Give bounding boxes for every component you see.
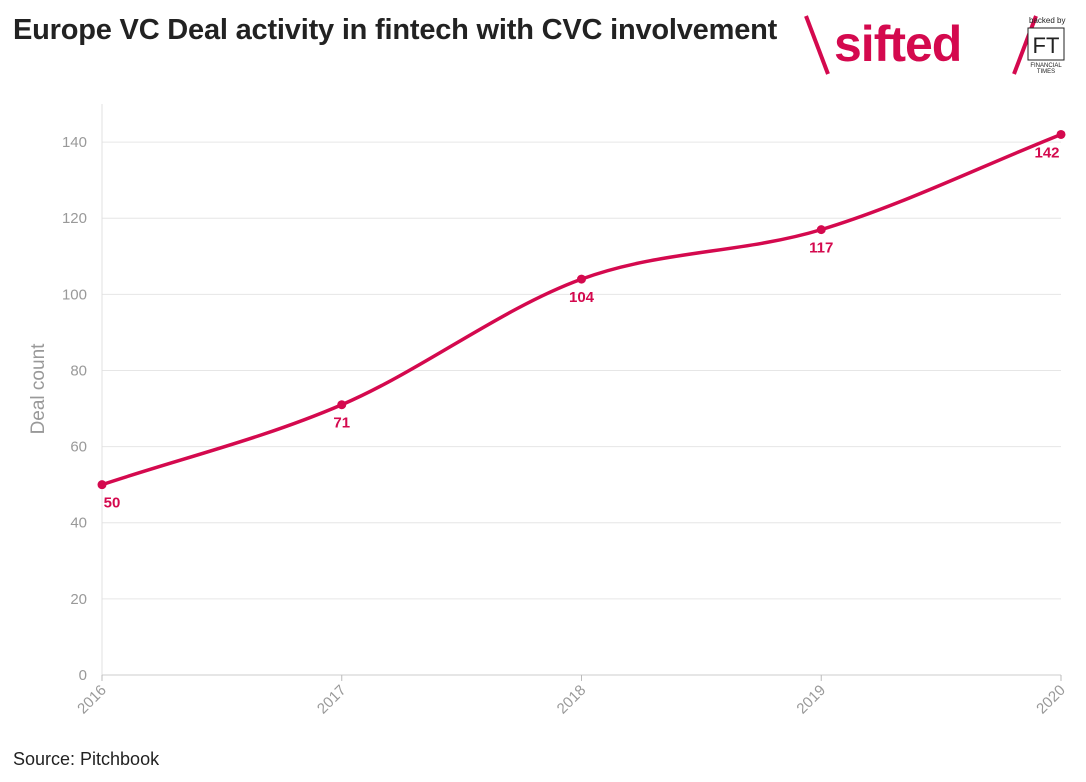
y-tick-label-0: 0 [79,667,87,684]
data-point-2016 [97,480,107,490]
ft-logo-box [1027,27,1065,61]
y-tick-label-140: 140 [62,134,87,151]
x-tick-label-2020: 2020 [1033,682,1069,718]
data-point-2019 [816,225,826,235]
brand-backed-by: backed by [1029,16,1065,25]
data-label-2019: 117 [809,240,833,257]
chart-title: Europe VC Deal activity in fintech with … [13,14,778,46]
series-line-path [100,132,1063,487]
y-tick-label-40: 40 [70,515,87,532]
data-point-2017 [337,400,347,410]
y-tick-label-120: 120 [62,210,87,227]
data-label-2020: 142 [1034,144,1059,161]
x-tick-label-2019: 2019 [793,682,829,718]
data-label-2018: 104 [569,289,595,306]
brand-wordmark: sifted [834,16,961,72]
data-point-2018 [577,274,586,284]
y-tick-label-60: 60 [70,439,87,456]
ft-logo-mark: FT [1033,33,1060,58]
x-tick-label-2017: 2017 [314,682,350,718]
x-tick-label-2016: 2016 [74,682,110,718]
brand-slash [1012,15,1038,75]
x-tick-label-2018: 2018 [554,682,590,718]
y-tick-label-20: 20 [70,591,87,608]
data-labels: 50 71 104 117 142 [104,144,1060,511]
source-note: Source: Pitchbook [13,749,160,769]
ft-logo-name-1: FINANCIAL [1030,63,1062,69]
data-label-2017: 71 [333,415,350,432]
brand-logo: sifted backed by FT FINANCIAL TIMES [804,15,1065,75]
y-tick-label-100: 100 [62,286,87,303]
brand-backslash [804,15,830,75]
data-label-2016: 50 [104,495,121,512]
y-tick-label-80: 80 [70,362,87,379]
series-line [97,129,1066,490]
ft-logo-name-2: TIMES [1037,69,1055,75]
y-axis-title: Deal count [28,343,49,435]
data-point-2020 [1056,129,1066,139]
gridlines [102,141,1061,600]
